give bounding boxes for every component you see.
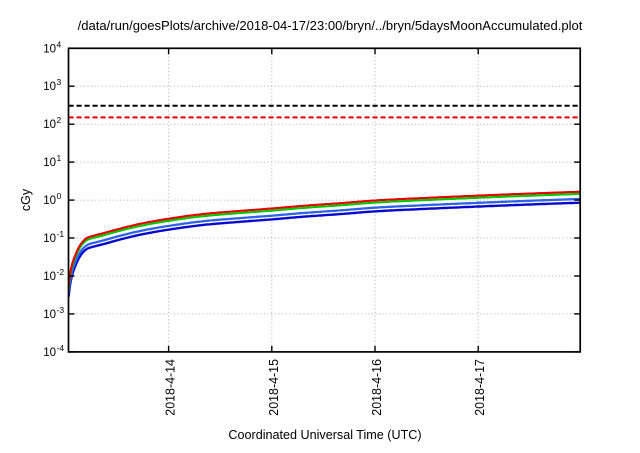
svg-text:/data/run/goesPlots/archive/20: /data/run/goesPlots/archive/2018-04-17/2… [78,18,583,33]
svg-text:2018-4-15: 2018-4-15 [267,359,281,416]
svg-text:10: 10 [43,271,56,283]
svg-text:0: 0 [57,191,62,201]
svg-text:10: 10 [43,81,56,93]
svg-text:4: 4 [57,39,62,49]
svg-text:10: 10 [43,43,56,55]
svg-text:3: 3 [57,77,62,87]
svg-text:10: 10 [43,119,56,131]
svg-text:10: 10 [43,157,56,169]
svg-text:10: 10 [43,309,56,321]
svg-text:-1: -1 [57,229,65,239]
svg-text:cGy: cGy [19,188,33,211]
svg-text:1: 1 [57,153,62,163]
svg-text:-4: -4 [57,343,65,353]
svg-text:2018-4-16: 2018-4-16 [370,359,384,416]
svg-text:10: 10 [43,347,56,359]
svg-text:2018-4-17: 2018-4-17 [473,359,487,416]
svg-text:Coordinated Universal Time (UT: Coordinated Universal Time (UTC) [228,428,421,442]
svg-text:-2: -2 [57,267,65,277]
svg-text:-3: -3 [57,305,65,315]
svg-text:2: 2 [57,115,62,125]
svg-text:10: 10 [43,195,56,207]
svg-text:2018-4-14: 2018-4-14 [164,359,178,416]
svg-text:10: 10 [43,233,56,245]
